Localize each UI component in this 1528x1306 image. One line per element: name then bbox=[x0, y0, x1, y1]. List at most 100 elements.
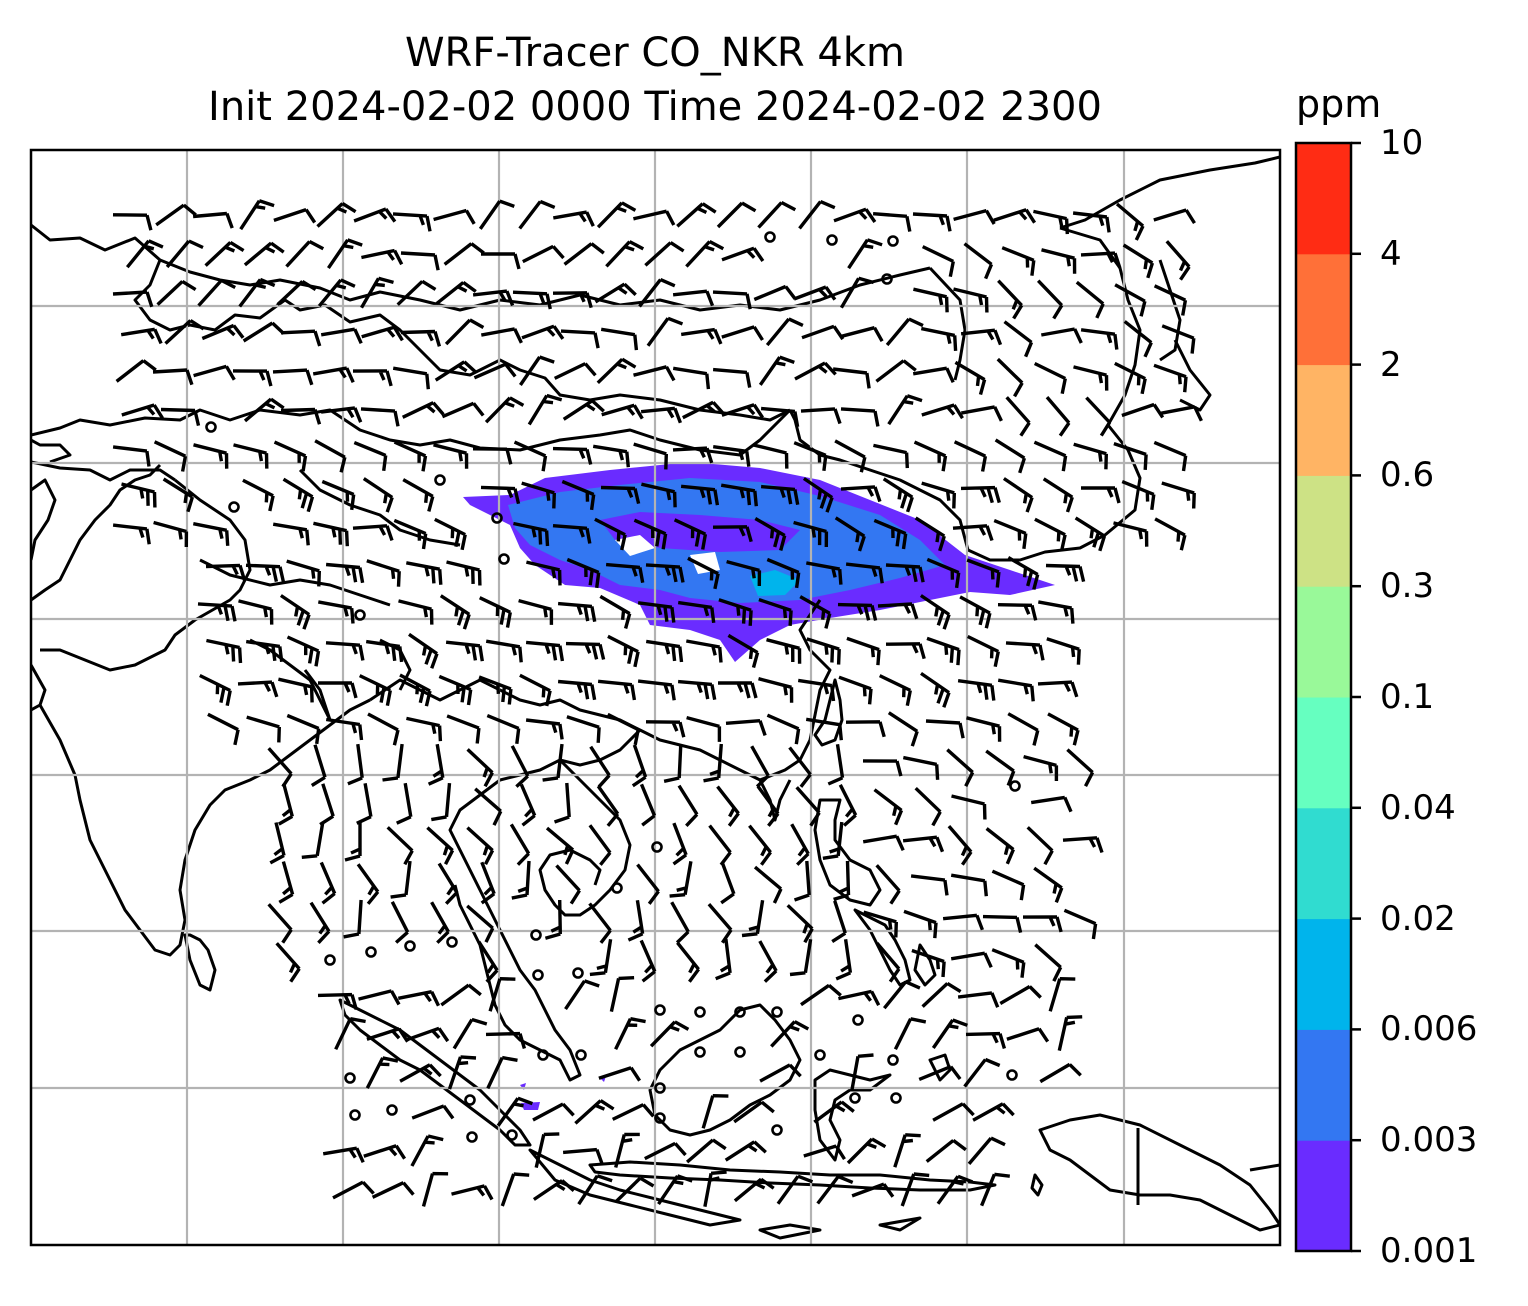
wind-barb bbox=[356, 783, 373, 825]
wind-barb bbox=[1042, 477, 1074, 513]
wind-barb bbox=[474, 787, 503, 826]
wind-barb bbox=[1046, 637, 1081, 665]
wind-barb bbox=[316, 202, 357, 228]
calm-wind-marker bbox=[228, 501, 240, 513]
wind-barb bbox=[406, 716, 443, 742]
wind-barb bbox=[1057, 1015, 1083, 1051]
wind-barb bbox=[402, 478, 435, 512]
wind-barb bbox=[754, 517, 787, 551]
wind-barb bbox=[954, 360, 987, 396]
wind-barb bbox=[914, 516, 946, 552]
wind-barb bbox=[753, 865, 783, 904]
wind-barb bbox=[430, 901, 450, 944]
wind-barb bbox=[637, 679, 676, 701]
wind-barb bbox=[164, 319, 205, 345]
wind-barb bbox=[353, 207, 397, 223]
wind-barb bbox=[721, 403, 765, 419]
wind-barb bbox=[245, 563, 286, 583]
wind-barb bbox=[552, 446, 593, 465]
wind-barb bbox=[411, 1104, 455, 1120]
wind-barb bbox=[950, 951, 993, 969]
wind-barb bbox=[680, 484, 720, 506]
wind-barb bbox=[599, 594, 632, 629]
wind-barb bbox=[885, 317, 924, 347]
wind-barb bbox=[478, 199, 515, 230]
wind-barb bbox=[607, 634, 640, 668]
calm-wind-marker bbox=[654, 1112, 666, 1124]
wind-barb bbox=[1033, 361, 1067, 395]
wind-barb bbox=[670, 901, 690, 944]
wind-barb bbox=[334, 1017, 366, 1051]
wind-barb bbox=[360, 407, 400, 427]
wind-barb bbox=[802, 477, 834, 513]
wind-barb bbox=[313, 521, 349, 547]
wind-barb bbox=[309, 901, 331, 944]
wind-barb bbox=[960, 405, 1003, 422]
wind-barb bbox=[942, 913, 984, 931]
wind-barb bbox=[794, 361, 837, 381]
wind-barb bbox=[278, 861, 295, 904]
wind-barb bbox=[833, 860, 851, 902]
wind-barb bbox=[280, 329, 322, 347]
wind-barb bbox=[1075, 280, 1105, 319]
wind-barb bbox=[797, 678, 836, 702]
wind-barb bbox=[125, 239, 164, 269]
wind-barb bbox=[873, 443, 909, 469]
wind-barb bbox=[312, 366, 355, 383]
wind-barb bbox=[887, 711, 919, 747]
wind-barb bbox=[445, 640, 484, 662]
wind-barb bbox=[310, 744, 327, 787]
wind-barb bbox=[841, 326, 884, 343]
wind-barb bbox=[657, 1174, 693, 1206]
wind-barb bbox=[398, 599, 434, 625]
wind-barb bbox=[286, 559, 321, 587]
wind-barb bbox=[893, 1133, 921, 1168]
wind-barb bbox=[1007, 712, 1040, 746]
wind-barb bbox=[846, 1137, 887, 1165]
wind-barb bbox=[477, 940, 499, 983]
wind-barb bbox=[592, 444, 630, 468]
calm-wind-marker bbox=[771, 1006, 783, 1018]
wind-barb bbox=[155, 203, 197, 227]
wind-barb bbox=[1160, 405, 1203, 422]
wind-barb bbox=[197, 278, 236, 307]
wind-barb bbox=[165, 239, 204, 269]
wind-barb bbox=[687, 556, 720, 590]
wind-barb bbox=[115, 359, 157, 383]
wind-barb bbox=[640, 406, 682, 424]
wind-barb bbox=[733, 1177, 775, 1203]
wind-barb bbox=[1165, 240, 1191, 281]
colorbar-tick-label: 0.02 bbox=[1380, 898, 1456, 939]
wind-barb bbox=[486, 1055, 518, 1090]
wind-barb bbox=[875, 864, 901, 905]
wind-barb bbox=[720, 861, 736, 905]
wind-barb bbox=[721, 246, 765, 262]
wind-barb bbox=[639, 783, 657, 827]
wind-barb bbox=[834, 516, 866, 552]
wind-barb bbox=[845, 562, 884, 584]
wind-barb bbox=[120, 327, 163, 345]
calm-wind-marker bbox=[434, 474, 446, 486]
wind-barb bbox=[272, 368, 314, 386]
wind-barb bbox=[741, 899, 765, 938]
wind-barb bbox=[343, 899, 363, 939]
wind-barb bbox=[875, 941, 901, 983]
wind-barb bbox=[798, 200, 836, 230]
calm-wind-marker bbox=[890, 1092, 902, 1104]
wind-barb bbox=[953, 440, 988, 472]
wind-barb bbox=[446, 714, 481, 744]
wind-barb bbox=[112, 523, 151, 545]
wind-barb bbox=[1005, 641, 1045, 661]
wind-barb bbox=[566, 715, 601, 743]
wind-barb bbox=[926, 557, 961, 589]
wind-barb bbox=[319, 783, 335, 827]
wind-barb bbox=[598, 1066, 642, 1082]
wind-barb bbox=[472, 289, 515, 307]
calm-wind-marker bbox=[651, 841, 663, 853]
wind-barb bbox=[885, 563, 925, 583]
wind-barb bbox=[718, 598, 753, 626]
wind-barb bbox=[721, 325, 764, 341]
wind-barb bbox=[701, 1094, 729, 1129]
wind-barb bbox=[438, 674, 473, 706]
wind-barb bbox=[877, 602, 919, 620]
